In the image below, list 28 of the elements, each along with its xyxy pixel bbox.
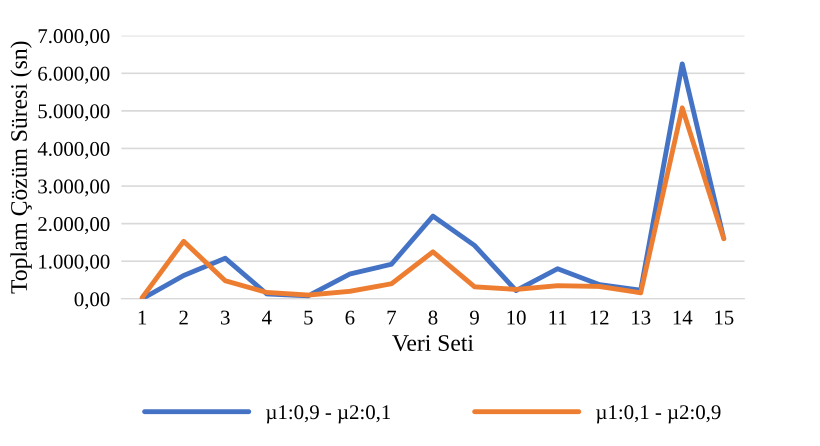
x-tick-label: 10	[507, 310, 526, 325]
x-tick-label: 15	[715, 310, 734, 325]
y-tick-label: 2.000,00	[38, 217, 110, 234]
x-tick-label: 8	[428, 310, 438, 325]
legend-label: µ1:0,1 - µ2:0,9	[596, 405, 720, 424]
y-tick-label: 3.000,00	[38, 179, 110, 196]
x-tick-label: 14	[674, 310, 692, 324]
x-tick-label: 3	[221, 310, 230, 325]
x-tick-label: 13	[632, 310, 650, 325]
x-tick-label: 11	[549, 310, 566, 324]
x-tick-label: 9	[470, 310, 479, 325]
y-tick-label: 5.000,00	[38, 104, 110, 122]
x-tick-label: 5	[304, 310, 313, 325]
y-axis-title: Toplam Çözüm Süresi (sn)	[10, 42, 32, 294]
y-tick-label: 6.000,00	[38, 66, 110, 84]
y-tick-label: 0,00	[74, 292, 110, 310]
y-tick-label: 7.000,00	[38, 29, 110, 46]
x-tick-label: 1	[138, 310, 146, 324]
line-series	[140, 105, 726, 299]
x-tick-label: 4	[262, 310, 272, 324]
x-tick-label: 7	[388, 310, 396, 324]
y-tick-label: 1.000,00	[39, 254, 110, 272]
x-tick-label: 12	[590, 310, 608, 324]
legend-label: µ1:0,9 - µ2:0,1	[266, 405, 390, 424]
y-tick-label: 4.000,00	[38, 142, 110, 159]
x-tick-label: 2	[179, 310, 188, 324]
x-tick-label: 6	[346, 310, 354, 325]
x-axis-title: Veri Seti	[392, 335, 474, 352]
